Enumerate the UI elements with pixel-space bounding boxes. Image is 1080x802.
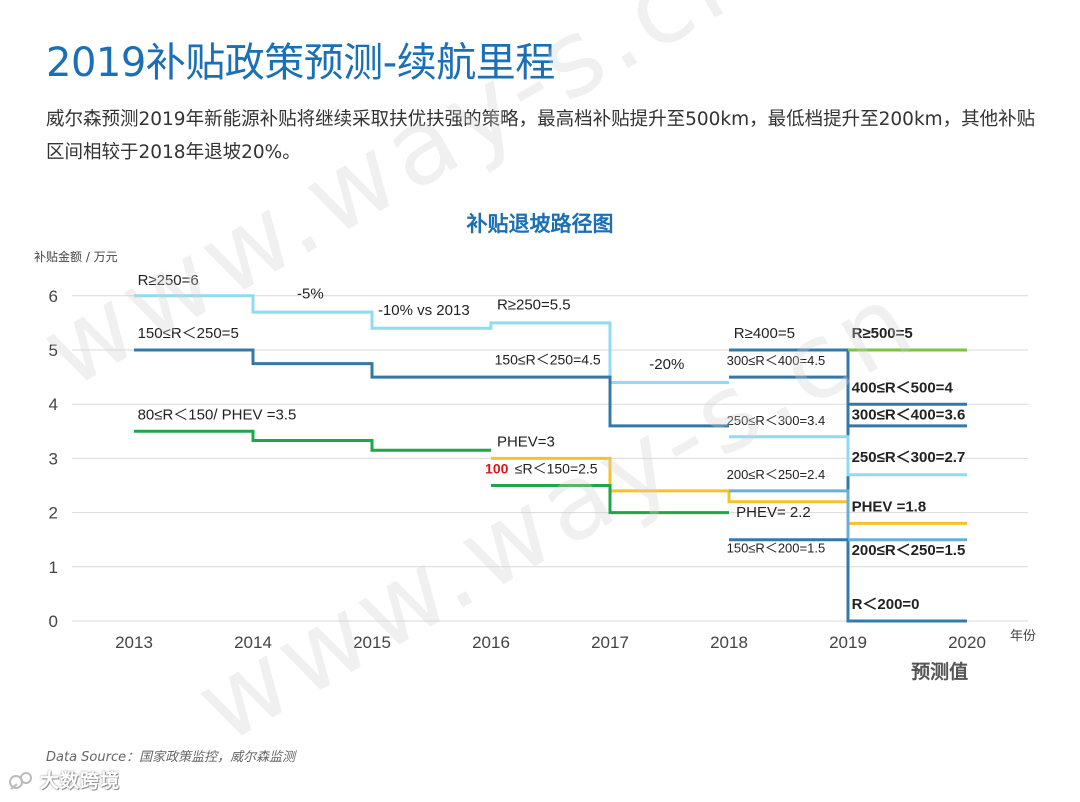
data-label: 200≤R＜250=1.5	[852, 542, 966, 559]
forecast-label: 预测值	[911, 660, 968, 683]
data-label: ≤R＜150=2.5	[515, 461, 598, 477]
data-label: PHEV= 2.2	[736, 504, 811, 521]
intro-text: 威尔森预测2019年新能源补贴将继续采取扶优扶强的策略，最高档补贴提升至500k…	[46, 109, 1036, 163]
data-label: 150≤R＜250=4.5	[495, 352, 601, 368]
brand-logo: 大数跨境	[8, 766, 120, 793]
x-tick-label: 2019	[829, 633, 867, 652]
data-label: 150≤R＜250=5	[138, 325, 239, 342]
x-tick-label: 2020	[948, 633, 986, 652]
logo-icon	[9, 771, 32, 790]
data-label: -10% vs 2013	[378, 302, 470, 319]
data-label: R≥250=5.5	[497, 296, 571, 313]
data-label: 200≤R＜250=2.4	[727, 467, 826, 482]
x-tick-label: 2017	[591, 633, 629, 652]
series-line-r100_150	[491, 484, 729, 515]
y-tick-label: 2	[49, 504, 58, 523]
data-label: 80≤R＜150/ PHEV =3.5	[138, 406, 297, 423]
series-line-r250	[134, 294, 729, 384]
page-title: 2019补贴政策预测-续航里程	[46, 40, 555, 86]
x-tick-label: 2013	[115, 633, 153, 652]
series-line-r150_250	[134, 348, 729, 428]
data-label: R＜200=0	[852, 596, 920, 613]
series-line-r400	[729, 348, 967, 623]
x-tick-label: 2015	[353, 633, 391, 652]
data-label: 400≤R＜500=4	[852, 379, 954, 396]
data-source: Data Source：国家政策监控，威尔森监测	[46, 750, 296, 765]
data-label: 250≤R＜300=2.7	[852, 449, 966, 466]
data-label: 100	[485, 461, 509, 477]
y-tick-label: 1	[49, 558, 58, 577]
series-line-r80_150	[134, 429, 491, 452]
x-axis-label: 年份	[1010, 629, 1036, 644]
data-label: 300≤R＜400=4.5	[727, 353, 826, 368]
data-label: 150≤R＜200=1.5	[727, 541, 826, 556]
series-line-r200_250	[729, 489, 967, 542]
chart-title: 补贴退坡路径图	[466, 212, 614, 236]
data-label: -5%	[297, 286, 324, 303]
series-line-r250_300	[729, 435, 967, 477]
series-line-r300_400	[729, 375, 967, 428]
x-tick-label: 2016	[472, 633, 510, 652]
data-label: R≥400=5	[734, 325, 795, 342]
data-label: PHEV =1.8	[852, 499, 927, 516]
y-tick-label: 6	[49, 287, 58, 306]
y-axis-label: 补贴金额 / 万元	[34, 249, 118, 264]
data-label: 300≤R＜400=3.6	[852, 406, 966, 423]
y-tick-label: 0	[49, 612, 58, 631]
data-label: PHEV=3	[497, 433, 555, 450]
data-label: -20%	[649, 356, 684, 373]
y-tick-label: 3	[49, 449, 58, 468]
logo-text: 大数跨境	[40, 770, 121, 792]
y-tick-label: 5	[49, 341, 58, 360]
data-label: 250≤R＜300=3.4	[727, 413, 826, 428]
x-tick-label: 2018	[710, 633, 748, 652]
data-label: R≥250=6	[138, 272, 199, 289]
data-label: R≥500=5	[852, 325, 913, 342]
x-tick-label: 2014	[234, 633, 272, 652]
y-tick-label: 4	[49, 395, 58, 414]
